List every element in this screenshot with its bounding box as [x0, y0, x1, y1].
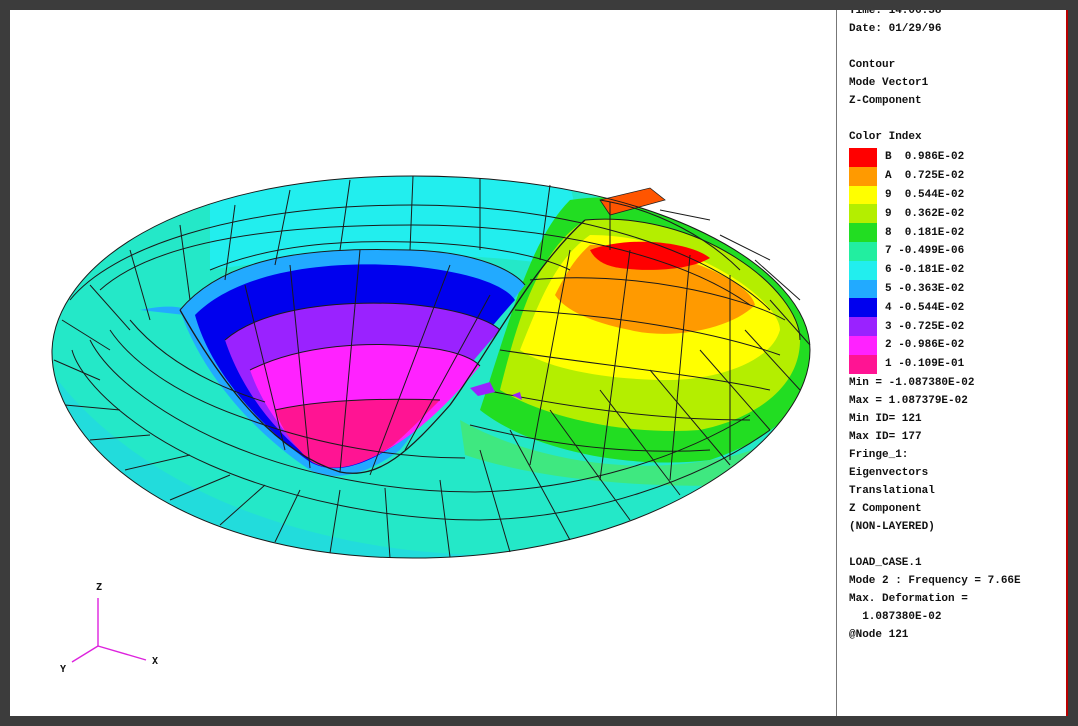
legend-row: 9 0.362E-02: [849, 204, 1065, 224]
surface-flap: [599, 187, 666, 216]
legend-row: 8 0.181E-02: [849, 223, 1065, 242]
legend-swatch: [849, 204, 877, 224]
plot-type: Contour: [849, 59, 896, 71]
legend-row: 7 -0.499E-06: [849, 241, 1065, 261]
mesh-radials: [53, 175, 811, 559]
mode-frequency: Mode 2 : Frequency = 7.66E: [849, 574, 1021, 587]
legend-row: 3 -0.725E-02: [849, 317, 1065, 336]
legend-swatch: [849, 260, 877, 280]
legend-title: Color Index: [849, 131, 922, 143]
legend-swatch: [849, 354, 877, 374]
y-axis-line: [71, 645, 99, 663]
load-case: LOAD_CASE.1: [849, 556, 922, 569]
max-deformation-label: Max. Deformation =: [849, 592, 968, 605]
fringe-type: Eigenvectors: [849, 466, 929, 479]
legend-swatch: [849, 279, 877, 299]
node-id: @Node 121: [849, 628, 909, 641]
legend-label: A 0.725E-02: [885, 170, 965, 183]
fringe-translational: Translational: [849, 484, 935, 497]
legend-label: 5 -0.363E-02: [885, 282, 965, 295]
max-deformation-value: 1.087380E-02: [849, 610, 942, 623]
legend-label: 3 -0.725E-02: [885, 320, 965, 333]
info-panel: Time: 14:06:38 Date: 01/29/96 Contour Mo…: [849, 10, 1065, 716]
min-value: Min = -1.087380E-02: [849, 376, 975, 389]
legend-swatch: [849, 185, 877, 205]
legend-swatch: [849, 166, 877, 186]
min-id: Min ID= 121: [849, 412, 922, 425]
legend-row: A 0.725E-02: [849, 166, 1065, 186]
legend-label: 6 -0.181E-02: [885, 264, 965, 277]
legend-label: 2 -0.986E-02: [885, 339, 965, 352]
artifact: [470, 382, 495, 396]
legend-swatch: [849, 335, 877, 355]
right-edge-bar: [1066, 10, 1068, 716]
fringe-title: Fringe_1:: [849, 448, 909, 461]
legend-swatch: [849, 148, 877, 167]
legend-row: 2 -0.986E-02: [849, 335, 1065, 355]
max-value: Max = 1.087379E-02: [849, 394, 968, 407]
fringe-layering: (NON-LAYERED): [849, 520, 935, 533]
legend-swatch: [849, 317, 877, 336]
legend-label: 1 -0.109E-01: [885, 358, 965, 371]
legend-swatch: [849, 241, 877, 261]
plate-surface: [51, 176, 810, 558]
component: Z-Component: [849, 95, 922, 107]
x-axis-line: [97, 645, 147, 661]
legend-row: 9 0.544E-02: [849, 185, 1065, 205]
legend-swatch: [849, 223, 877, 242]
fringe-component: Z Component: [849, 502, 922, 515]
artifact: [512, 392, 522, 400]
legend-label: B 0.986E-02: [885, 151, 965, 164]
color-legend: B 0.986E-02 A 0.725E-02 9 0.544E-02 9 0.362…: [849, 148, 1065, 374]
frame: Z X Y Time: 14:06:38 Date: 01/29/96 Cont…: [10, 10, 1068, 716]
date-text: Date: 01/29/96: [849, 23, 942, 35]
legend-row: 6 -0.181E-02: [849, 260, 1065, 280]
legend-label: 9 0.362E-02: [885, 207, 965, 220]
y-axis-label: Y: [60, 664, 66, 675]
legend-label: 4 -0.544E-02: [885, 301, 965, 314]
max-id: Max ID= 177: [849, 430, 922, 443]
z-axis-label: Z: [96, 582, 102, 593]
x-axis-label: X: [152, 656, 158, 667]
legend-label: 8 0.181E-02: [885, 226, 965, 239]
legend-row: 4 -0.544E-02: [849, 298, 1065, 318]
time-text: Time: 14:06:38: [849, 10, 942, 17]
mode-vector: Mode Vector1: [849, 77, 929, 89]
panel-divider: [836, 10, 837, 716]
legend-label: 7 -0.499E-06: [885, 245, 965, 258]
legend-swatch: [849, 298, 877, 318]
legend-row: B 0.986E-02: [849, 148, 1065, 167]
legend-row: 1 -0.109E-01: [849, 354, 1065, 374]
legend-label: 9 0.544E-02: [885, 188, 965, 201]
deformed-plate-plot: Z X Y: [51, 175, 811, 675]
coordinate-triad: Z X Y: [60, 582, 158, 675]
graphics-viewport[interactable]: Z X Y: [10, 10, 836, 716]
legend-row: 5 -0.363E-02: [849, 279, 1065, 299]
